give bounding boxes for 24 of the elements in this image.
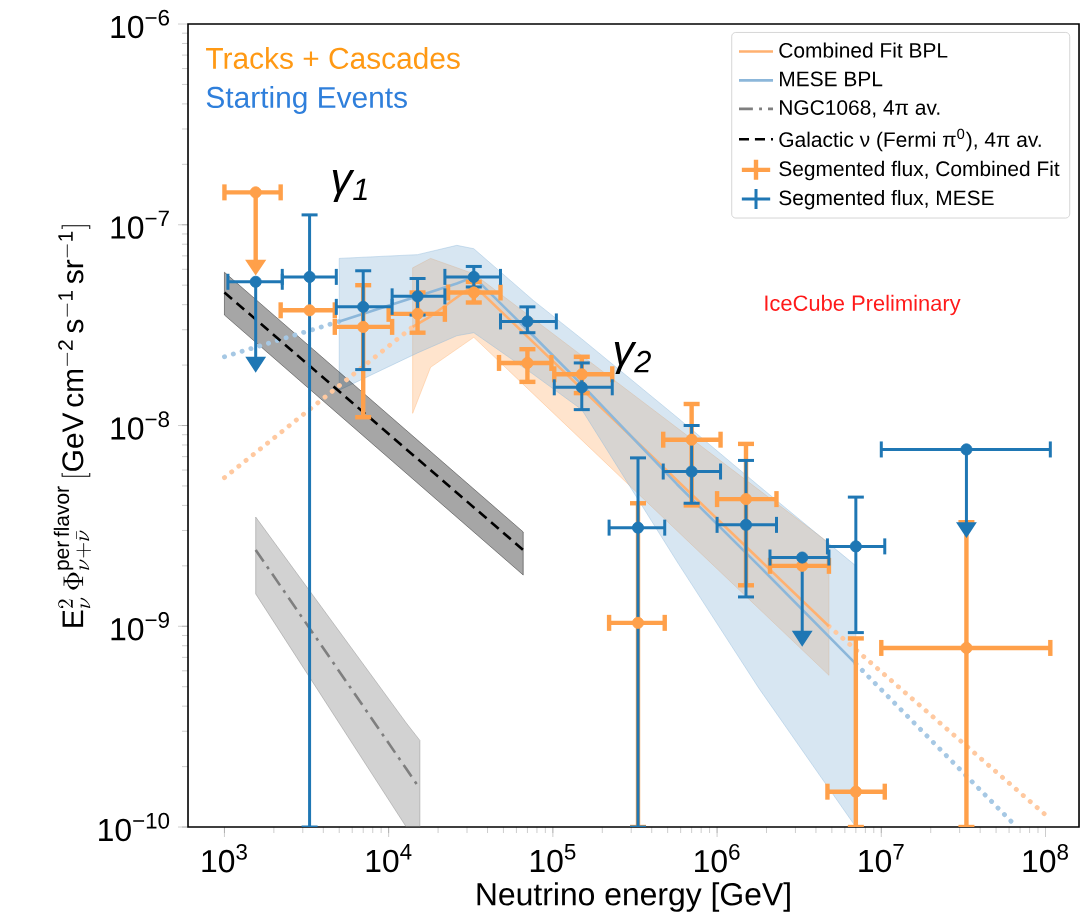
annotation: γ$_{1}$	[332, 169, 367, 203]
annotation: γ$_{2}$	[614, 341, 651, 375]
y-tick-label: 10$^{−8}$	[111, 411, 170, 440]
legend-label: Combined Fit BPL	[779, 42, 948, 58]
y-tick-label: 10$^{−10}$	[99, 812, 170, 842]
x-tick-label: 10$^{5}$	[530, 844, 576, 873]
y-axis-title: $\mathrm{E}_{\nu}^{2}\,\Phi_{\nu+\bar{\nu}}^{\mathrm{per\,flavor}}\,[\mathrm{GeV\,cm^{-2}\,s^{-1}\,sr^{-1}}]$	[53, 225, 91, 627]
y-tick-label: 10$^{−6}$	[111, 9, 170, 39]
annotation: IceCube Preliminary	[765, 294, 961, 316]
legend-label: MESE BPL	[780, 71, 883, 87]
x-tick-label: 10$^{8}$	[1023, 844, 1068, 873]
legend-label: NGC1068, 4π av.	[780, 100, 940, 118]
x-tick-label: 10$^{6}$	[695, 844, 740, 873]
legend-label: Galactic ν (Fermi π$^{0}$), 4π av.	[779, 128, 1041, 152]
x-tick-label: 10$^{7}$	[859, 844, 904, 873]
y-tick-label: 10$^{−7}$	[111, 210, 169, 239]
x-tick-label: 10$^{3}$	[202, 844, 247, 873]
annotation: Starting Events	[206, 86, 407, 114]
legend-label: Segmented flux, Combined Fit	[779, 160, 1060, 181]
annotation: Tracks + Cascades	[206, 47, 460, 69]
y-tick-label: 10$^{−9}$	[111, 612, 169, 641]
x-axis-title: Neutrino energy [GeV]	[477, 882, 790, 912]
x-tick-label: 10$^{4}$	[366, 844, 412, 873]
legend-label: Segmented flux, MESE	[779, 189, 994, 210]
